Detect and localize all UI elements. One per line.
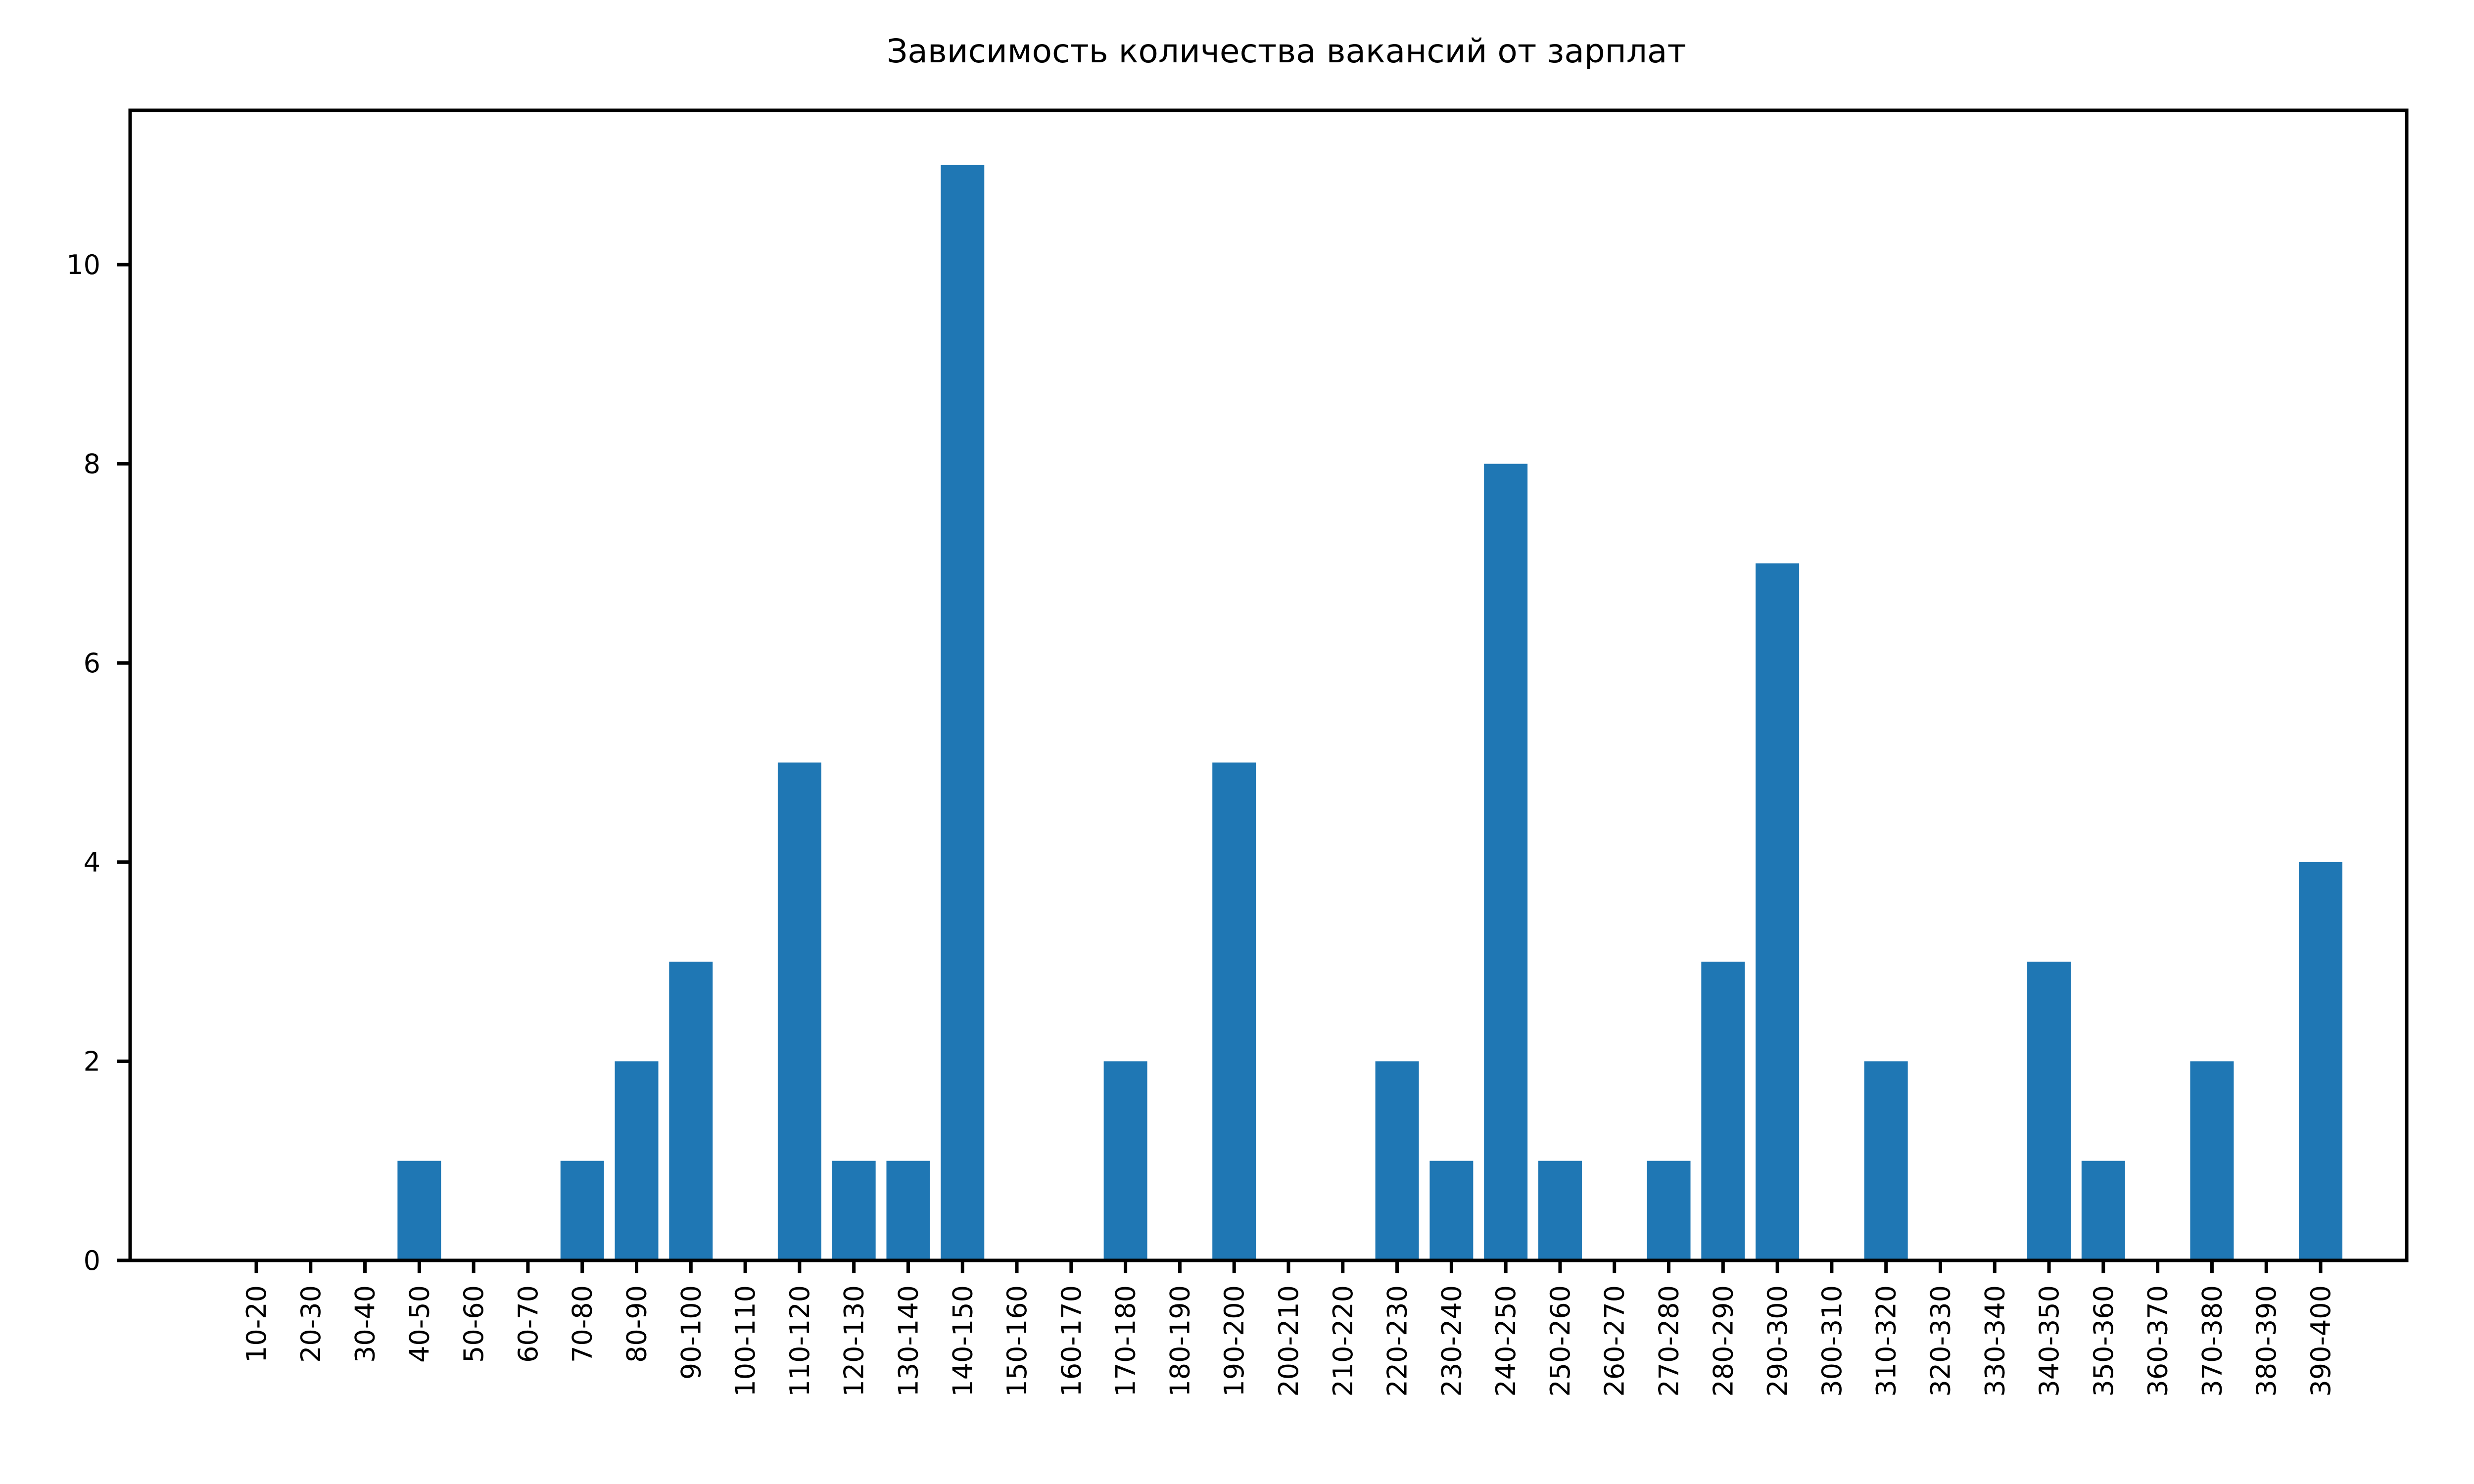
bar-370-380 [2190, 1061, 2234, 1260]
bar-220-230 [1375, 1061, 1419, 1260]
x-tick-label: 350-360 [2088, 1285, 2119, 1397]
x-tick-label: 320-330 [1925, 1285, 1956, 1397]
y-tick-label: 2 [84, 1046, 100, 1077]
bar-190-200 [1212, 762, 1256, 1260]
x-tick-label: 310-320 [1871, 1285, 1902, 1397]
y-tick-label: 8 [84, 449, 100, 480]
bar-40-50 [397, 1160, 441, 1260]
bar-280-290 [1701, 962, 1745, 1260]
x-tick-label: 10-20 [241, 1285, 272, 1363]
x-tick-label: 200-210 [1273, 1285, 1304, 1397]
chart-title: Зависимость количества вакансий от зарпл… [887, 32, 1686, 70]
x-tick-label: 370-380 [2196, 1285, 2228, 1397]
x-tick-label: 330-340 [1979, 1285, 2010, 1397]
x-axis: 10-20 20-30 30-40 40-50 50-60 60-70 70-80 80-90… [241, 1260, 2336, 1397]
bar-270-280 [1647, 1160, 1691, 1260]
x-tick-label: 190-200 [1219, 1285, 1250, 1397]
bar-340-350 [2027, 962, 2071, 1260]
bars-layer [397, 165, 2342, 1261]
x-tick-label: 280-290 [1708, 1285, 1739, 1397]
x-tick-label: 40-50 [404, 1285, 435, 1363]
x-tick-label: 300-310 [1816, 1285, 1848, 1397]
bar-130-140 [886, 1160, 930, 1260]
bar-110-120 [777, 762, 821, 1260]
y-axis: 0 2 4 6 8 10 [66, 249, 130, 1276]
x-tick-label: 140-150 [947, 1285, 978, 1397]
x-tick-label: 20-30 [295, 1285, 327, 1363]
x-tick-label: 130-140 [893, 1285, 924, 1397]
x-tick-label: 260-270 [1599, 1285, 1630, 1397]
bar-140-150 [941, 165, 985, 1261]
x-tick-label: 120-130 [839, 1285, 870, 1397]
bar-230-240 [1429, 1160, 1474, 1260]
x-tick-label: 270-280 [1654, 1285, 1685, 1397]
x-tick-label: 90-100 [675, 1285, 707, 1380]
bar-310-320 [1864, 1061, 1908, 1260]
y-tick-label: 0 [84, 1245, 100, 1276]
y-tick-label: 10 [66, 249, 100, 280]
x-tick-label: 150-160 [1001, 1285, 1033, 1397]
x-tick-label: 110-120 [784, 1285, 815, 1397]
x-tick-label: 160-170 [1056, 1285, 1087, 1397]
x-tick-label: 80-90 [621, 1285, 653, 1363]
bar-240-250 [1484, 464, 1528, 1260]
x-tick-label: 70-80 [567, 1285, 598, 1363]
bar-70-80 [560, 1160, 604, 1260]
x-tick-label: 380-390 [2251, 1285, 2282, 1397]
bar-90-100 [669, 962, 713, 1260]
x-tick-label: 340-350 [2034, 1285, 2065, 1397]
x-tick-label: 360-370 [2142, 1285, 2174, 1397]
x-tick-label: 290-300 [1762, 1285, 1793, 1397]
x-tick-label: 60-70 [513, 1285, 544, 1363]
x-tick-label: 250-260 [1545, 1285, 1576, 1397]
y-tick-label: 4 [84, 847, 100, 878]
bar-170-180 [1103, 1061, 1147, 1260]
bar-390-400 [2299, 862, 2342, 1260]
plot-frame [128, 108, 2409, 1262]
bar-250-260 [1538, 1160, 1582, 1260]
x-tick-label: 100-110 [730, 1285, 761, 1397]
x-tick-label: 170-180 [1110, 1285, 1142, 1397]
x-tick-label: 230-240 [1436, 1285, 1467, 1397]
x-tick-label: 390-400 [2305, 1285, 2336, 1397]
x-tick-label: 180-190 [1164, 1285, 1195, 1397]
x-tick-label: 220-230 [1382, 1285, 1413, 1397]
bar-80-90 [615, 1061, 659, 1260]
bar-290-300 [1756, 563, 1800, 1260]
bar-120-130 [832, 1160, 876, 1260]
bar-350-360 [2081, 1160, 2125, 1260]
x-tick-label: 240-250 [1490, 1285, 1522, 1397]
x-tick-label: 50-60 [458, 1285, 489, 1363]
x-tick-label: 30-40 [350, 1285, 381, 1363]
x-tick-label: 210-220 [1328, 1285, 1359, 1397]
y-tick-label: 6 [84, 648, 100, 679]
